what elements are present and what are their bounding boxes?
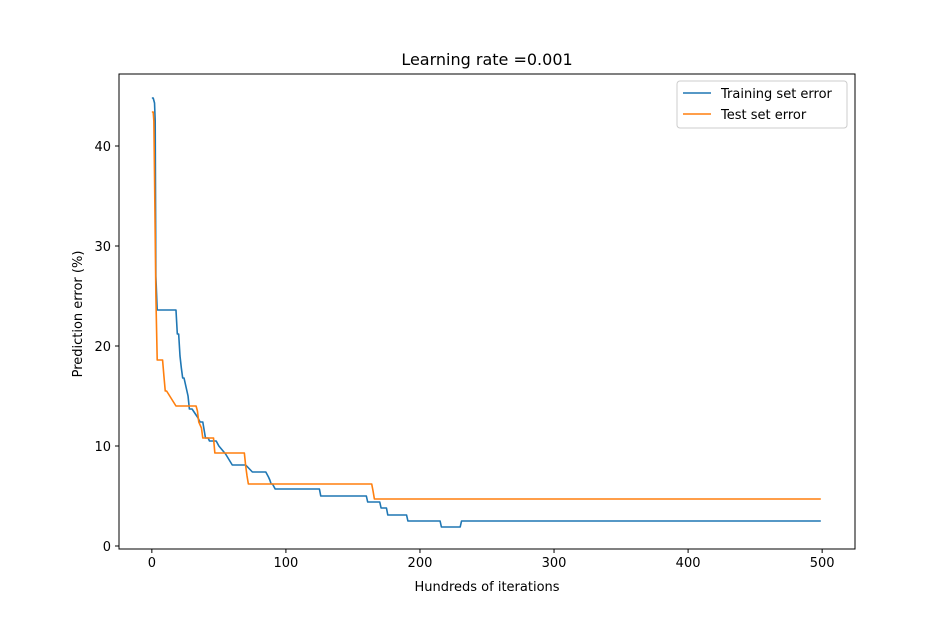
x-axis-label: Hundreds of iterations	[414, 580, 559, 595]
plot-frame	[118, 73, 856, 550]
axes: 0 100 200 300 400 500 0 10 20 30 40	[94, 73, 856, 571]
legend-label-training-set-error: Training set error	[720, 87, 833, 102]
chart-title: Learning rate =0.001	[401, 50, 572, 69]
x-tick-label: 100	[273, 556, 298, 571]
x-tick-label: 200	[408, 556, 433, 571]
legend-box	[676, 80, 848, 129]
y-tick-label: 0	[103, 540, 111, 555]
y-tick-label: 40	[94, 140, 111, 155]
series-line-training-set-error	[151, 97, 821, 528]
legend-label-test-set-error: Test set error	[720, 108, 807, 123]
x-tick-label: 300	[542, 556, 567, 571]
series-line-test-set-error	[151, 111, 821, 500]
legend: Training set error Test set error	[676, 80, 848, 129]
y-tick-label: 10	[94, 440, 111, 455]
y-tick-label: 20	[94, 340, 111, 355]
y-axis-label: Prediction error (%)	[71, 251, 86, 378]
plot-area	[151, 97, 821, 528]
x-tick-label: 400	[676, 556, 701, 571]
y-tick-label: 30	[94, 240, 111, 255]
x-tick-label: 0	[148, 556, 156, 571]
x-tick-label: 500	[810, 556, 835, 571]
